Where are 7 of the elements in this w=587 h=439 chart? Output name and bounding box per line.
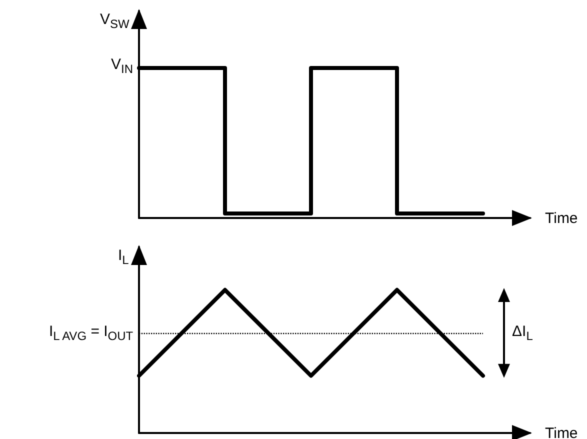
ref-line-label: I$_{L AVG}$ = I$_{OUT}$: [49, 322, 134, 343]
text: ΔI$_{L}$: [512, 322, 533, 343]
y-axis-title: I$_{L}$: [118, 247, 129, 267]
x-axis-title: Time: [545, 424, 578, 439]
text: V$_{IN}$: [111, 56, 134, 76]
y-axis-title: V$_{SW}$: [100, 11, 130, 31]
x-axis-title: Time: [545, 210, 578, 226]
